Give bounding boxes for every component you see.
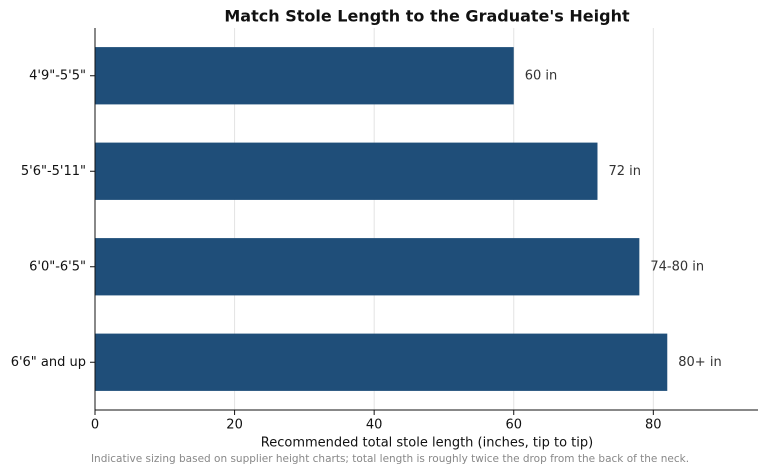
value-label: 60 in	[525, 68, 558, 83]
x-tick-label: 60	[505, 418, 522, 433]
bar	[95, 47, 514, 105]
x-tick-label: 20	[226, 418, 243, 433]
value-label: 80+ in	[678, 355, 721, 370]
bar	[95, 238, 640, 296]
y-tick-label: 6'6" and up	[11, 355, 86, 370]
x-tick-label: 0	[91, 418, 99, 433]
chart-title: Match Stole Length to the Graduate's Hei…	[224, 7, 630, 26]
value-label: 74-80 in	[650, 259, 704, 274]
y-tick-label: 5'6"-5'11"	[21, 164, 86, 179]
x-axis-label: Recommended total stole length (inches, …	[261, 436, 593, 451]
y-tick-label: 4'9"-5'5"	[29, 68, 86, 83]
y-tick-label: 6'0"-6'5"	[29, 259, 86, 274]
value-label: 72 in	[608, 164, 641, 179]
note: Indicative sizing based on supplier heig…	[91, 453, 689, 465]
bars	[95, 47, 668, 391]
bar	[95, 142, 598, 200]
x-tick-label: 80	[645, 418, 662, 433]
bar	[95, 333, 668, 391]
x-tick-label: 40	[366, 418, 383, 433]
